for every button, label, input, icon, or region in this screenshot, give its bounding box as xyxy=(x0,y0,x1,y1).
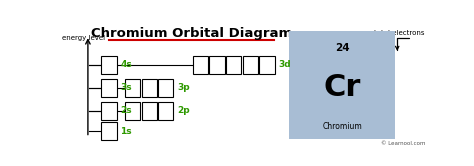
Text: Cr: Cr xyxy=(323,73,361,102)
Bar xyxy=(142,79,157,97)
Bar xyxy=(125,79,140,97)
Text: Chromium Orbital Diagram: Chromium Orbital Diagram xyxy=(91,27,292,40)
Text: 4s: 4s xyxy=(120,60,132,69)
Text: 3s: 3s xyxy=(120,83,132,92)
Bar xyxy=(101,102,117,120)
Bar xyxy=(259,56,274,74)
Text: Chromium: Chromium xyxy=(322,122,362,130)
Bar xyxy=(243,56,258,74)
Bar xyxy=(210,56,225,74)
Bar xyxy=(125,102,140,120)
Bar xyxy=(142,102,157,120)
Text: 3d: 3d xyxy=(278,60,291,69)
Text: energy level: energy level xyxy=(62,35,105,41)
Bar xyxy=(101,79,117,97)
Text: © Learnool.com: © Learnool.com xyxy=(382,141,426,146)
Text: 2p: 2p xyxy=(177,106,190,115)
Text: 1s: 1s xyxy=(120,127,132,136)
Text: 24: 24 xyxy=(335,43,349,53)
Bar xyxy=(289,31,395,139)
Bar xyxy=(226,56,241,74)
Text: total electrons: total electrons xyxy=(374,30,425,36)
Text: 2s: 2s xyxy=(120,106,132,115)
Bar xyxy=(158,102,173,120)
Text: 3p: 3p xyxy=(177,83,190,92)
Bar xyxy=(158,79,173,97)
Bar xyxy=(101,56,117,74)
Bar xyxy=(101,122,117,140)
Bar xyxy=(193,56,209,74)
